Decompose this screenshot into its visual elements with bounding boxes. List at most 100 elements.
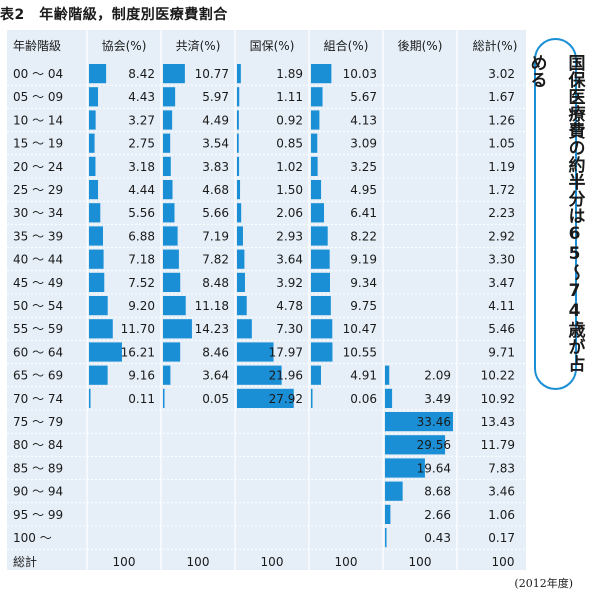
value-label: 1.11	[276, 90, 303, 104]
value-label: 3.27	[128, 113, 155, 127]
value-label: 9.34	[350, 276, 377, 290]
age-label: 25 ～ 29	[13, 183, 63, 197]
data-table-panel: 年齢階級 協会(%) 共済(%) 国保(%) 組合(%) 後期(%) 総計(%) 00 ～ 0…	[7, 30, 526, 570]
total-value-label: 3.46	[488, 485, 515, 499]
value-bar	[163, 180, 173, 200]
value-bar	[89, 319, 113, 339]
value-bar	[237, 296, 247, 316]
value-bar	[89, 365, 108, 385]
value-label: 8.42	[128, 67, 155, 81]
value-label: 0.11	[128, 392, 155, 406]
total-column-value: 100	[409, 555, 432, 569]
value-label: 33.46	[417, 415, 451, 429]
total-value-label: 3.47	[488, 276, 515, 290]
column-header: 協会(%)	[102, 38, 147, 53]
value-label: 3.92	[276, 276, 303, 290]
value-bar	[237, 87, 240, 107]
value-bar	[237, 64, 241, 84]
value-bar	[89, 87, 99, 107]
data-table: 年齢階級 協会(%) 共済(%) 国保(%) 組合(%) 後期(%) 総計(%) 00 ～ 0…	[7, 30, 526, 570]
value-label: 5.97	[202, 90, 229, 104]
value-bar	[311, 296, 331, 316]
value-bar	[385, 412, 453, 432]
value-bar	[237, 365, 282, 385]
total-value-label: 2.92	[488, 229, 515, 243]
value-bar	[385, 528, 387, 548]
value-bar	[163, 156, 171, 176]
value-label: 6.41	[350, 206, 377, 220]
value-label: 4.95	[350, 183, 377, 197]
total-value-label: 1.06	[488, 508, 515, 522]
value-label: 2.06	[276, 206, 303, 220]
value-label: 7.52	[128, 276, 155, 290]
age-label: 00 ～ 04	[13, 67, 63, 81]
value-bar	[311, 180, 322, 200]
value-label: 8.48	[202, 276, 229, 290]
value-bar	[311, 87, 323, 107]
value-bar	[163, 87, 176, 107]
age-label: 65 ～ 69	[13, 369, 63, 383]
age-label: 30 ～ 34	[13, 206, 63, 220]
value-bar	[163, 388, 165, 408]
value-label: 9.20	[128, 299, 155, 313]
value-label: 0.85	[276, 137, 303, 151]
value-label: 1.02	[276, 160, 303, 174]
total-value-label: 1.19	[488, 160, 515, 174]
value-label: 5.67	[350, 90, 377, 104]
value-label: 10.55	[343, 345, 377, 359]
value-label: 0.05	[202, 392, 229, 406]
value-bar	[311, 319, 333, 339]
value-label: 11.70	[121, 322, 155, 336]
total-value-label: 11.79	[481, 438, 515, 452]
total-value-label: 5.46	[488, 322, 515, 336]
callout-box: 国保医療費の約半分は65～74歳が占める	[527, 38, 585, 390]
value-bar	[237, 319, 252, 339]
value-bar	[89, 388, 91, 408]
total-value-label: 0.17	[488, 531, 515, 545]
value-bar	[89, 226, 103, 246]
value-label: 0.92	[276, 113, 303, 127]
value-bar	[311, 342, 333, 362]
value-bar	[311, 110, 320, 130]
age-label: 50 ～ 54	[13, 299, 63, 313]
row-header-label: 年齢階級	[13, 38, 61, 53]
column-header: 組合(%)	[324, 38, 369, 53]
value-label: 4.13	[350, 113, 377, 127]
value-bar	[163, 249, 179, 269]
value-bar	[385, 481, 403, 501]
total-row-label: 総計	[13, 554, 37, 569]
value-label: 3.54	[202, 137, 229, 151]
total-column-value: 100	[492, 555, 515, 569]
value-label: 4.78	[276, 299, 303, 313]
total-value-label: 3.30	[488, 253, 515, 267]
value-bar	[385, 504, 391, 524]
value-label: 10.03	[343, 67, 377, 81]
total-value-label: 7.83	[488, 461, 515, 475]
value-label: 8.22	[350, 229, 377, 243]
total-value-label: 10.22	[481, 369, 515, 383]
age-label: 45 ～ 49	[13, 276, 63, 290]
value-label: 29.56	[417, 438, 451, 452]
value-label: 3.64	[276, 253, 303, 267]
value-bar	[89, 342, 122, 362]
value-bar	[163, 133, 171, 153]
total-column-value: 100	[335, 555, 358, 569]
value-label: 5.56	[128, 206, 155, 220]
value-label: 7.30	[276, 322, 303, 336]
age-label: 90 ～ 94	[13, 485, 63, 499]
value-label: 27.92	[269, 392, 303, 406]
value-bar	[89, 272, 105, 292]
age-label: 80 ～ 84	[13, 438, 63, 452]
value-bar	[311, 203, 325, 223]
age-label: 20 ～ 24	[13, 160, 63, 174]
value-label: 1.50	[276, 183, 303, 197]
total-column-value: 100	[261, 555, 284, 569]
total-value-label: 9.71	[488, 345, 515, 359]
value-bar	[311, 64, 332, 84]
value-label: 2.93	[276, 229, 303, 243]
value-label: 8.68	[424, 485, 451, 499]
age-label: 10 ～ 14	[13, 113, 63, 127]
value-label: 9.16	[128, 369, 155, 383]
source-note: (2012年度)	[514, 577, 573, 590]
value-label: 14.23	[195, 322, 229, 336]
